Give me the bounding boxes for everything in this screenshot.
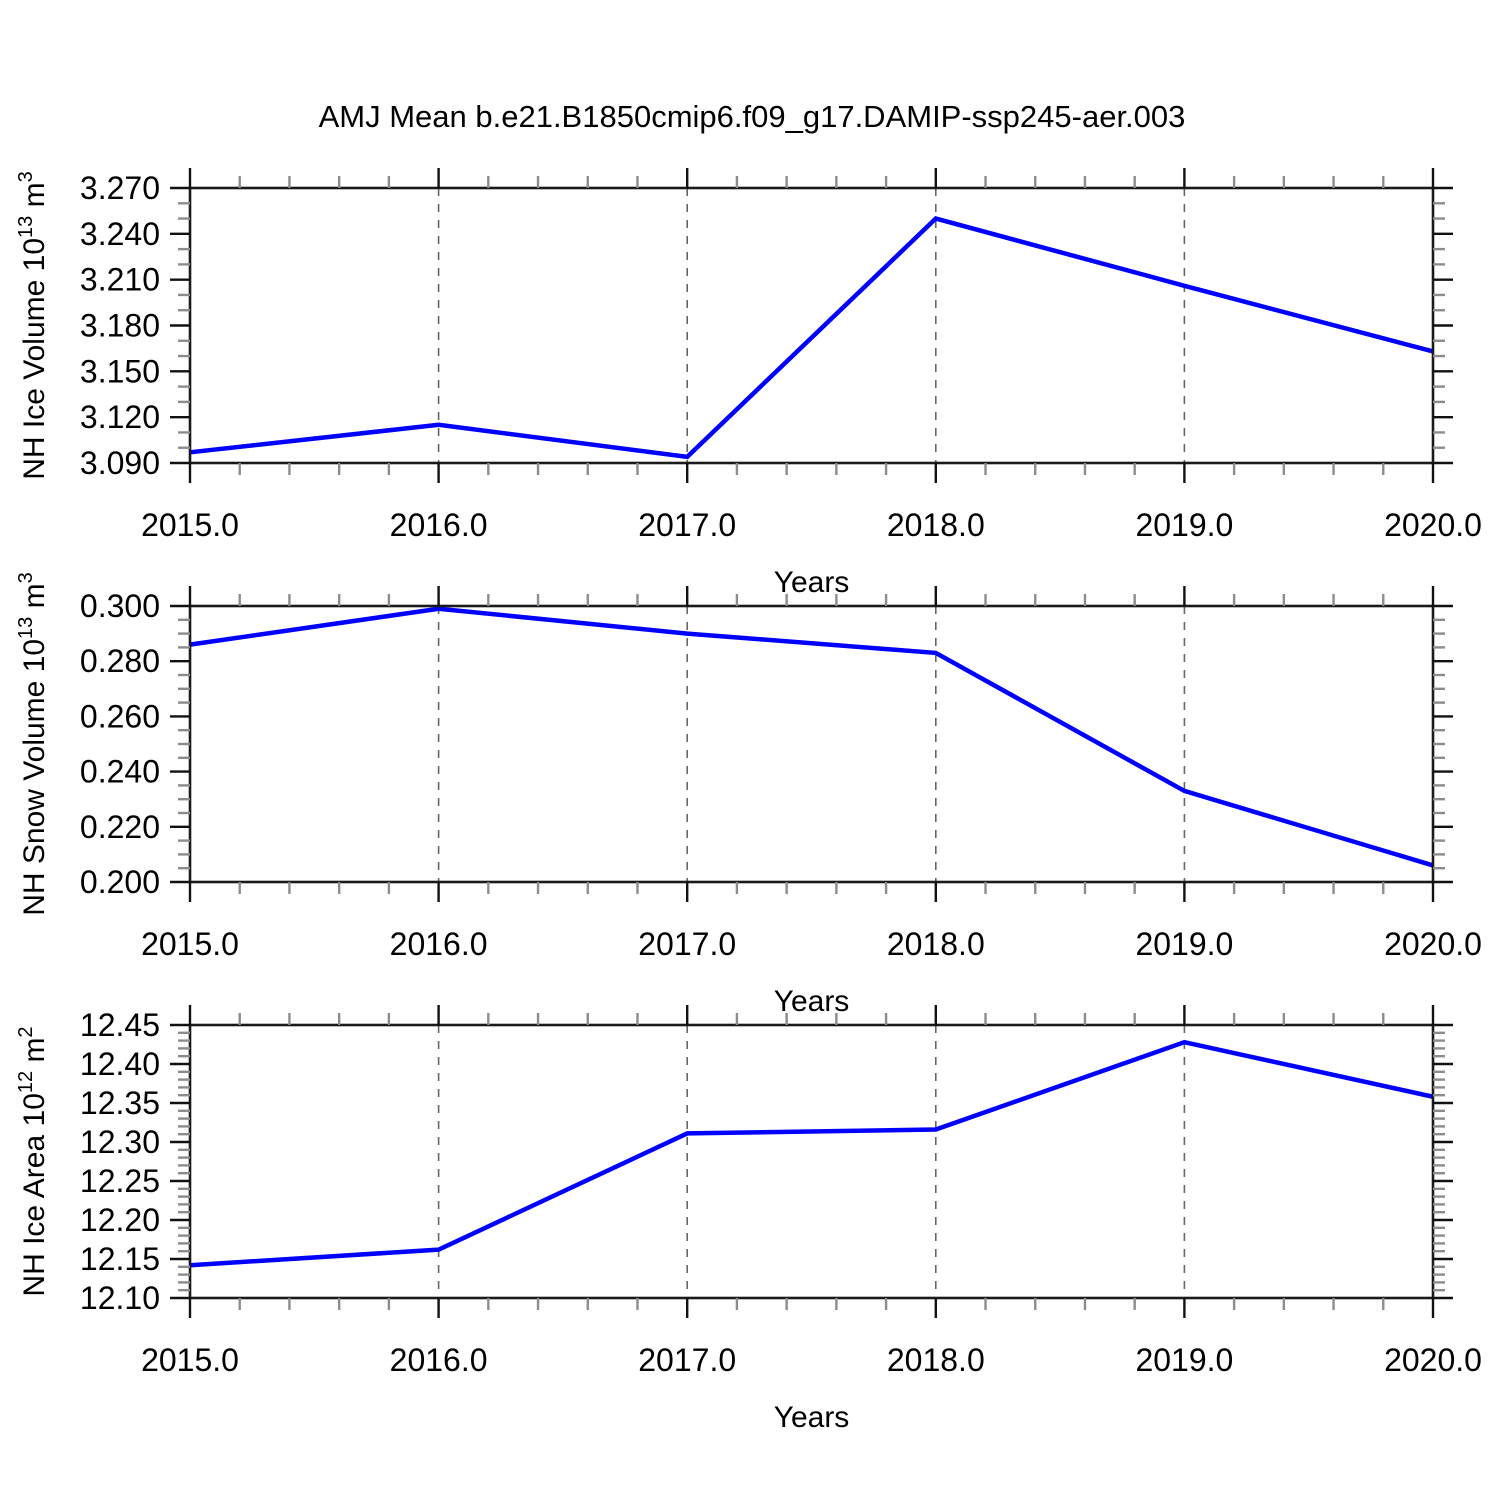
y-tick-label: 3.150 [80, 353, 160, 389]
y-tick-label: 12.35 [80, 1085, 160, 1121]
plot-frame [188, 604, 1435, 884]
data-line [189, 606, 1434, 868]
plot-frame [188, 186, 1435, 465]
plot-frame [188, 1023, 1435, 1300]
x-tick-label: 2020.0 [1384, 1342, 1482, 1378]
y-tick-label: 0.240 [80, 754, 160, 790]
y-tick-label: 3.240 [80, 216, 160, 252]
y-tick-label: 0.260 [80, 698, 160, 734]
y-tick-label: 0.220 [80, 809, 160, 845]
x-tick-label: 2018.0 [887, 926, 985, 962]
x-tick-label: 2018.0 [887, 1342, 985, 1378]
y-tick-label: 12.20 [80, 1202, 160, 1238]
y-axis-title: NH Ice Volume 1013 m3 [15, 171, 51, 480]
data-line [189, 216, 1434, 460]
x-tick-label: 2015.0 [141, 507, 239, 543]
y-tick-label: 0.280 [80, 643, 160, 679]
x-tick-label: 2019.0 [1135, 926, 1233, 962]
y-tick-label: 12.25 [80, 1163, 160, 1199]
panel-2: 0.200 0.220 0.240 0.260 0.280 0.300 2015.0 2016… [15, 572, 1482, 1018]
y-tick-label: 3.180 [80, 308, 160, 344]
x-tick-label: 2018.0 [887, 507, 985, 543]
x-tick-label: 2020.0 [1384, 507, 1482, 543]
data-line [189, 1039, 1434, 1268]
y-tick-label: 0.300 [80, 588, 160, 624]
y-tick-label: 3.090 [80, 445, 160, 481]
x-tick-label: 2016.0 [390, 926, 488, 962]
x-axis-title: Years [774, 1401, 850, 1434]
y-tick-label: 12.40 [80, 1046, 160, 1082]
y-axis-title: NH Snow Volume 1013 m3 [15, 572, 51, 916]
x-axis-title: Years [774, 566, 850, 599]
x-tick-label: 2019.0 [1135, 507, 1233, 543]
x-tick-label: 2015.0 [141, 926, 239, 962]
x-tick-label: 2015.0 [141, 1342, 239, 1378]
y-tick-label: 12.45 [80, 1007, 160, 1043]
y-tick-label: 3.270 [80, 170, 160, 206]
y-axis-title: NH Ice Area 1012 m2 [15, 1026, 51, 1296]
x-tick-label: 2017.0 [638, 926, 736, 962]
x-tick-label: 2016.0 [390, 507, 488, 543]
panel-1: 3.090 3.120 3.150 3.180 3.210 3.240 3.270 2015.… [15, 168, 1482, 599]
y-tick-label: 3.210 [80, 262, 160, 298]
x-tick-label: 2017.0 [638, 1342, 736, 1378]
y-tick-label: 3.120 [80, 399, 160, 435]
x-tick-label: 2017.0 [638, 507, 736, 543]
y-tick-label: 12.15 [80, 1241, 160, 1277]
y-tick-label: 12.10 [80, 1280, 160, 1316]
x-tick-label: 2020.0 [1384, 926, 1482, 962]
y-tick-label: 12.30 [80, 1124, 160, 1160]
y-tick-label: 0.200 [80, 864, 160, 900]
panel-3: 12.1012.1512.2012.2512.3012.3512.4012.45… [15, 1005, 1482, 1434]
x-axis-title: Years [774, 985, 850, 1018]
x-tick-label: 2016.0 [390, 1342, 488, 1378]
x-tick-label: 2019.0 [1135, 1342, 1233, 1378]
chart-title: AMJ Mean b.e21.B1850cmip6.f09_g17.DAMIP-… [318, 99, 1186, 134]
